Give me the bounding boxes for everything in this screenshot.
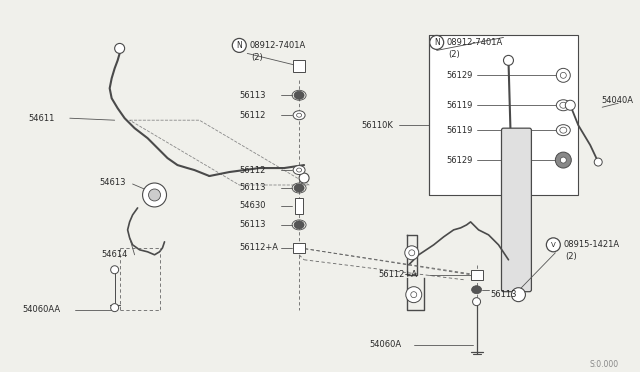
Circle shape xyxy=(547,238,561,252)
Text: 56113: 56113 xyxy=(490,290,517,299)
Text: 56129: 56129 xyxy=(447,71,473,80)
Text: 08912-7401A: 08912-7401A xyxy=(447,38,503,47)
Ellipse shape xyxy=(556,100,570,111)
Text: 54060AA: 54060AA xyxy=(22,305,60,314)
Text: 54630: 54630 xyxy=(239,202,266,211)
Circle shape xyxy=(561,157,566,163)
Text: 54613: 54613 xyxy=(100,177,126,186)
Circle shape xyxy=(111,304,118,312)
Text: 08915-1421A: 08915-1421A xyxy=(563,240,620,249)
Circle shape xyxy=(556,68,570,82)
Text: 54060A: 54060A xyxy=(369,340,401,349)
Circle shape xyxy=(111,266,118,274)
Circle shape xyxy=(406,287,422,303)
Circle shape xyxy=(409,250,415,256)
Text: 56110K: 56110K xyxy=(361,121,393,130)
Bar xyxy=(470,270,483,280)
Text: 56119: 56119 xyxy=(447,101,473,110)
Text: 54614: 54614 xyxy=(102,250,128,259)
Text: 56113: 56113 xyxy=(239,220,266,230)
Text: 56119: 56119 xyxy=(447,126,473,135)
Text: 56112+A: 56112+A xyxy=(379,270,418,279)
Bar xyxy=(429,35,579,195)
Ellipse shape xyxy=(294,184,304,192)
Ellipse shape xyxy=(556,125,570,136)
Bar xyxy=(293,60,305,72)
Ellipse shape xyxy=(294,91,304,99)
Bar xyxy=(293,243,305,253)
Ellipse shape xyxy=(293,166,305,174)
Text: S:0.000: S:0.000 xyxy=(589,360,618,369)
Text: 54611: 54611 xyxy=(28,114,54,123)
Circle shape xyxy=(472,298,481,306)
Text: 08912-7401A: 08912-7401A xyxy=(249,41,305,50)
Ellipse shape xyxy=(294,221,304,229)
Bar xyxy=(295,198,303,214)
Circle shape xyxy=(565,100,575,110)
Text: N: N xyxy=(236,41,242,50)
Text: 56129: 56129 xyxy=(447,155,473,164)
Circle shape xyxy=(429,35,444,49)
Ellipse shape xyxy=(560,127,567,133)
Text: 56113: 56113 xyxy=(239,91,266,100)
Circle shape xyxy=(115,44,125,54)
Ellipse shape xyxy=(560,102,567,108)
Text: N: N xyxy=(434,38,440,47)
Circle shape xyxy=(594,158,602,166)
Text: 56112: 56112 xyxy=(239,111,266,120)
Ellipse shape xyxy=(296,113,301,117)
Text: V: V xyxy=(551,242,556,248)
Circle shape xyxy=(404,246,419,260)
Text: 56112+A: 56112+A xyxy=(239,243,278,252)
Circle shape xyxy=(148,189,161,201)
Circle shape xyxy=(299,173,309,183)
Ellipse shape xyxy=(472,286,481,294)
Circle shape xyxy=(143,183,166,207)
Text: (2): (2) xyxy=(449,50,460,59)
Circle shape xyxy=(504,55,513,65)
Text: 54040A: 54040A xyxy=(601,96,633,105)
Ellipse shape xyxy=(293,111,305,120)
Text: 56112: 56112 xyxy=(239,166,266,174)
Text: 56113: 56113 xyxy=(239,183,266,192)
FancyBboxPatch shape xyxy=(502,128,531,292)
Circle shape xyxy=(232,38,246,52)
Text: (2): (2) xyxy=(565,252,577,261)
Circle shape xyxy=(511,288,525,302)
Circle shape xyxy=(556,152,572,168)
Ellipse shape xyxy=(296,168,301,172)
Text: (2): (2) xyxy=(252,53,263,62)
Circle shape xyxy=(561,72,566,78)
Circle shape xyxy=(411,292,417,298)
